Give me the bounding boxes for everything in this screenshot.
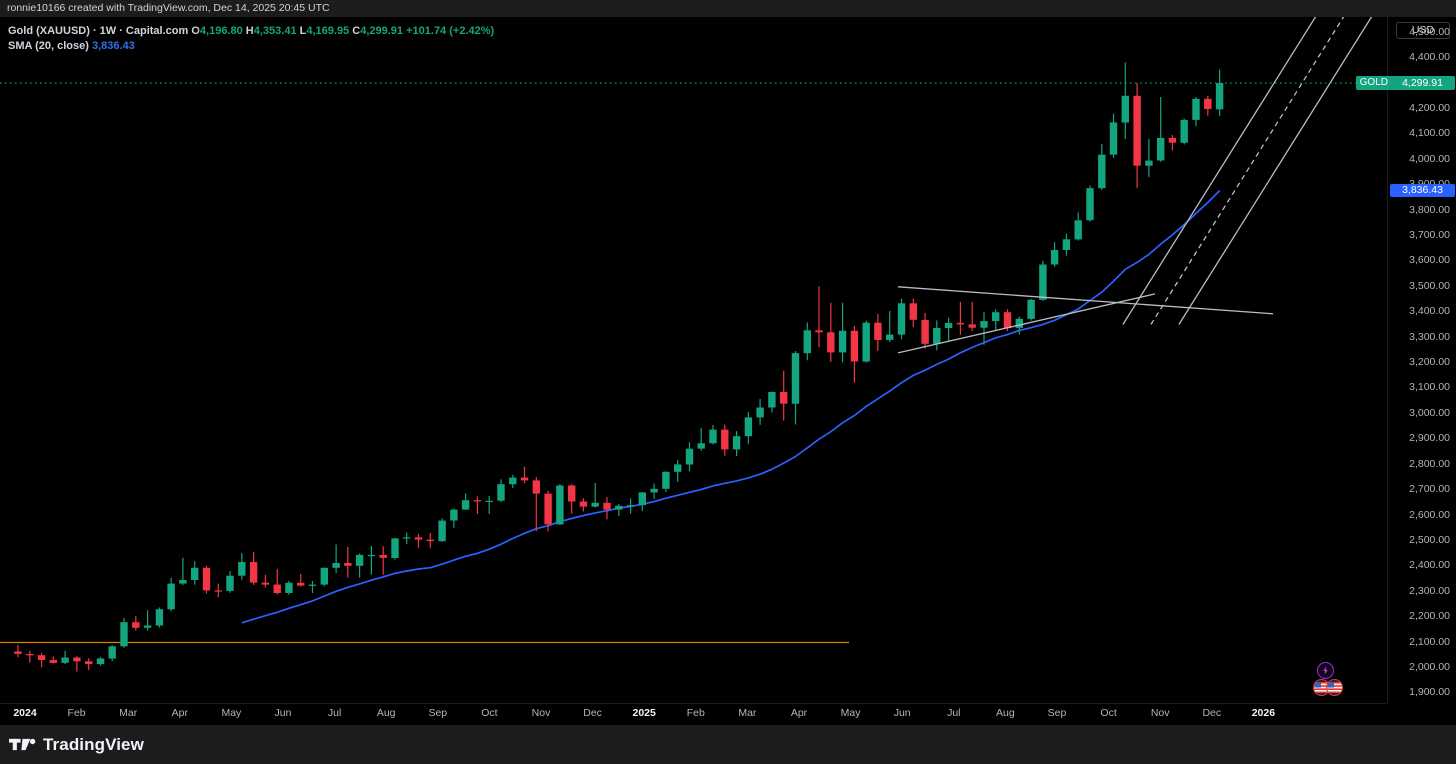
price-tick: 2,700.00 <box>1409 483 1450 496</box>
price-tick: 2,900.00 <box>1409 432 1450 445</box>
sma-line <box>241 190 1221 624</box>
price-tick: 3,000.00 <box>1409 406 1450 419</box>
time-tick: Jun <box>274 707 292 719</box>
price-tick: 3,800.00 <box>1409 203 1450 216</box>
time-tick: Aug <box>376 707 396 719</box>
time-tick: 2024 <box>13 707 37 719</box>
time-tick: Jul <box>327 707 342 719</box>
time-scale[interactable]: 2024 Feb Mar Apr May Jun Jul Aug Sep Oct Nov Dec 202… <box>0 703 1387 725</box>
price-tick: 3,300.00 <box>1409 330 1450 343</box>
legend-indicator-row[interactable]: SMA (20, close) 3,836.43 <box>8 39 494 54</box>
time-tick: Sep <box>428 707 448 719</box>
price-tick: 3,100.00 <box>1409 381 1450 394</box>
chart-legend[interactable]: Gold (XAUUSD) · 1W · Capital.com O4,196.… <box>8 24 494 53</box>
price-tick: 3,200.00 <box>1409 356 1450 368</box>
time-tick: 2026 <box>1251 707 1276 719</box>
legend-change-pct: (+2.42%) <box>449 25 495 37</box>
candlestick-chart-svg <box>0 17 1387 672</box>
news-event-flag-icon-2[interactable] <box>1326 679 1343 696</box>
price-tick: 3,400.00 <box>1409 305 1450 318</box>
legend-low-label: L <box>299 25 307 37</box>
us-flag-icon <box>1314 682 1329 693</box>
time-tick: Apr <box>171 707 188 719</box>
sma-price-badge[interactable]: 3,836.43 <box>1390 184 1455 198</box>
price-tick: 1,900.00 <box>1409 686 1450 699</box>
time-tick: Oct <box>1100 707 1117 719</box>
time-tick: May <box>840 707 861 719</box>
lightning-bolt-icon <box>1323 666 1328 675</box>
time-tick: Mar <box>738 707 757 719</box>
legend-symbol-row[interactable]: Gold (XAUUSD) · 1W · Capital.com O4,196.… <box>8 24 494 39</box>
legend-close-value: 4,299.91 <box>360 25 404 37</box>
time-tick: Apr <box>790 707 808 719</box>
legend-low-value: 4,169.95 <box>306 25 350 37</box>
legend-open-value: 4,196.80 <box>199 25 243 37</box>
time-tick: Feb <box>67 707 86 719</box>
legend-change: +101.74 <box>406 25 447 37</box>
tradingview-logo-icon <box>9 738 36 751</box>
price-tick: 4,000.00 <box>1409 152 1450 165</box>
time-tick: Jul <box>947 707 961 719</box>
price-tick: 3,700.00 <box>1409 229 1450 241</box>
price-tick: 2,300.00 <box>1409 584 1450 597</box>
time-tick: Feb <box>686 707 705 719</box>
legend-high-label: H <box>245 25 254 37</box>
news-event-flag-icon-1[interactable] <box>1313 679 1330 696</box>
time-tick: Nov <box>531 707 551 719</box>
time-tick: Nov <box>1150 707 1170 719</box>
price-scale[interactable]: USD 4,500.00 4,400.00 4,200.00 4,100.00 4,00… <box>1355 17 1456 703</box>
price-tick: 2,800.00 <box>1409 457 1450 470</box>
price-tick: 4,500.00 <box>1409 25 1450 38</box>
brand-name-label: TradingView <box>43 734 144 754</box>
legend-sma-label: SMA (20, close) <box>8 39 89 52</box>
legend-sma-value: 3,836.43 <box>91 39 135 52</box>
time-tick: 2025 <box>632 707 656 719</box>
time-tick: Dec <box>1202 707 1222 719</box>
time-tick: May <box>221 707 242 719</box>
economic-event-bolt-icon[interactable] <box>1317 662 1334 679</box>
time-tick: Aug <box>996 707 1015 719</box>
legend-close-label: C <box>352 25 361 37</box>
time-tick: Sep <box>1047 707 1067 719</box>
legend-high-value: 4,353.41 <box>253 25 297 37</box>
time-tick: Oct <box>481 707 498 719</box>
price-tick: 2,600.00 <box>1409 508 1450 521</box>
price-tick: 4,400.00 <box>1409 51 1450 64</box>
candle-series <box>14 62 1224 672</box>
price-tick: 4,100.00 <box>1409 127 1450 140</box>
legend-open-label: O <box>191 25 200 37</box>
tradingview-brand-bar[interactable]: TradingView <box>0 725 1456 764</box>
price-tick: 2,500.00 <box>1409 533 1450 546</box>
last-price-symbol-tag: GOLD <box>1355 76 1392 91</box>
drawing-tools[interactable] <box>897 17 1373 354</box>
currency-badge[interactable]: USD <box>1396 22 1450 39</box>
us-flag-icon <box>1327 682 1342 693</box>
attribution-bar: ronnie10166 created with TradingView.com… <box>0 0 1456 17</box>
price-tick: 3,500.00 <box>1409 279 1450 292</box>
time-tick: Mar <box>119 707 138 719</box>
price-tick: 2,200.00 <box>1409 610 1450 623</box>
price-tick: 2,400.00 <box>1409 559 1450 572</box>
chart-plot-area[interactable] <box>0 17 1387 703</box>
legend-symbol-title: Gold (XAUUSD) · 1W · Capital.com <box>8 25 189 37</box>
price-tick: 3,600.00 <box>1409 254 1450 267</box>
time-tick: Dec <box>583 707 602 719</box>
price-tick: 2,100.00 <box>1409 635 1450 648</box>
price-tick: 4,200.00 <box>1409 102 1450 114</box>
last-price-badge[interactable]: 4,299.91 <box>1390 76 1455 91</box>
time-tick: Jun <box>893 707 911 719</box>
price-tick: 2,000.00 <box>1409 660 1450 673</box>
